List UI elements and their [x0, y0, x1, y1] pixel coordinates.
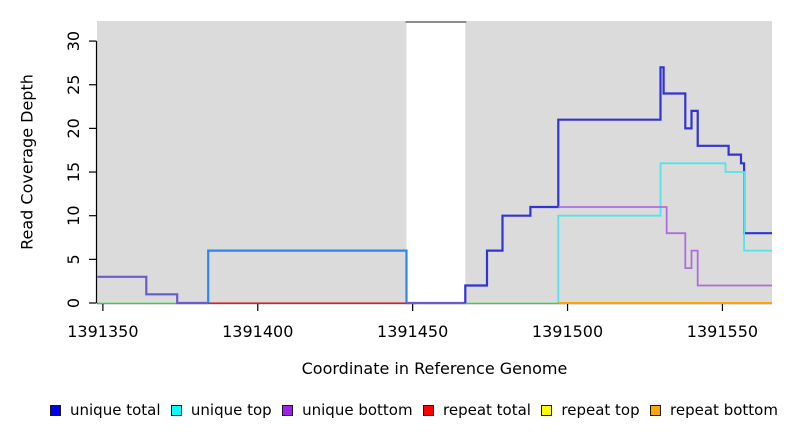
y-tick-label: 25: [64, 75, 83, 95]
series-unique-total-right-steps: [464, 66, 772, 303]
legend-label: repeat top: [561, 401, 640, 419]
legend-swatch-icon: [423, 404, 434, 416]
series-unique-total-left-steps: [97, 275, 209, 305]
chart-legend: unique total unique top unique bottom repea…: [0, 396, 792, 424]
legend-label: unique bottom: [302, 401, 413, 419]
legend-swatch-icon: [541, 404, 553, 416]
legend-item-repeat-bottom: repeat bottom: [650, 401, 778, 419]
legend-label: repeat total: [443, 401, 531, 419]
legend-item-unique-top: unique top: [170, 401, 272, 419]
x-tick-label: 1391350: [67, 322, 138, 341]
legend-swatch-icon: [650, 404, 662, 416]
y-tick-label: 30: [64, 31, 83, 51]
x-tick-label: 1391550: [687, 322, 758, 341]
series-unique-bottom-steps: [558, 206, 772, 287]
y-axis-title: Read Coverage Depth: [17, 74, 37, 250]
legend-label: unique total: [70, 401, 161, 419]
x-tick-label: 1391500: [532, 322, 603, 341]
legend-item-unique-total: unique total: [50, 401, 161, 419]
y-tick-label: 5: [64, 254, 83, 264]
series-unique-top-steps: [557, 162, 772, 303]
legend-swatch-icon: [50, 404, 61, 416]
legend-item-unique-bottom: unique bottom: [282, 401, 413, 419]
x-axis-title: Coordinate in Reference Genome: [301, 359, 568, 378]
legend-label: unique top: [190, 401, 272, 419]
legend-item-repeat-total: repeat total: [423, 401, 531, 419]
series-unique-total-box: [207, 249, 408, 303]
legend-label: repeat bottom: [670, 401, 778, 419]
masked-region: [406, 21, 466, 303]
y-tick-label: 0: [64, 298, 83, 308]
y-tick-label: 15: [64, 162, 83, 182]
legend-swatch-icon: [170, 404, 182, 416]
legend-swatch-icon: [282, 404, 294, 416]
legend-item-repeat-top: repeat top: [541, 401, 640, 419]
y-tick-label: 20: [64, 118, 83, 138]
x-tick-label: 1391450: [377, 322, 448, 341]
y-tick-label: 10: [64, 206, 83, 226]
x-tick-label: 1391400: [222, 322, 293, 341]
coverage-chart-canvas: 0 5 10 15 20 25 30 1391350 1391400 1391450 1391500…: [64, 21, 772, 341]
